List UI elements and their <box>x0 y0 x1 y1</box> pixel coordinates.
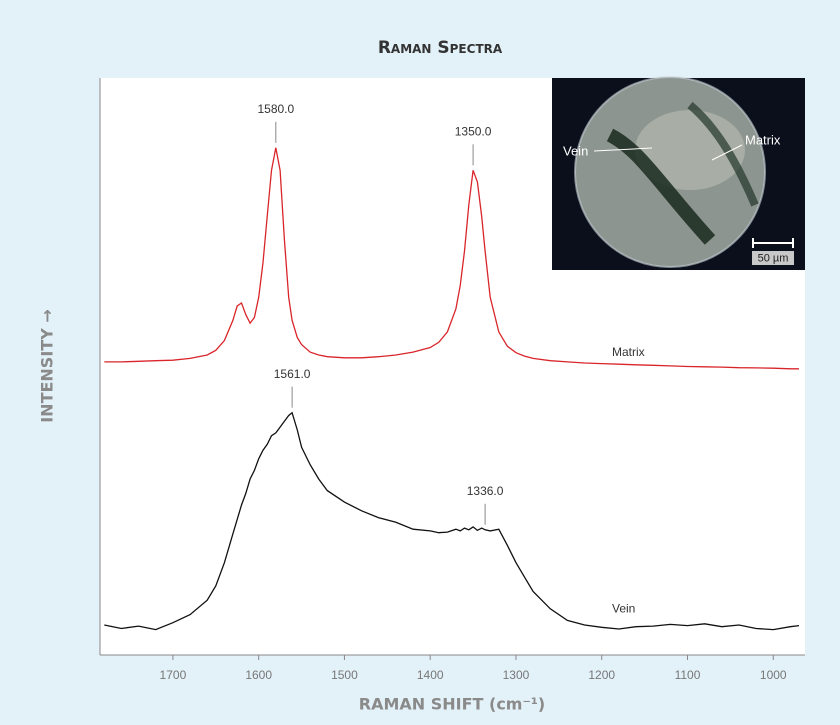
x-tick-label: 1600 <box>245 668 272 682</box>
series-label: Matrix <box>612 345 645 359</box>
chart: Raman Spectra RAMAN SHIFT (cm⁻¹) INTENSI… <box>0 0 840 725</box>
x-tick-label: 1100 <box>675 668 701 682</box>
y-axis-label: INTENSITY → <box>38 309 57 423</box>
inset-label: Matrix <box>745 132 781 147</box>
inset-photo: Vein Matrix 50 µm <box>552 77 805 270</box>
x-tick-label: 1200 <box>588 668 615 682</box>
series-label: Vein <box>612 602 635 616</box>
x-tick-label: 1700 <box>160 668 187 682</box>
inset-label: Vein <box>563 143 588 158</box>
chart-title: Raman Spectra <box>378 38 503 58</box>
x-axis-label: RAMAN SHIFT (cm⁻¹) <box>359 695 545 714</box>
x-tick-label: 1500 <box>331 668 358 682</box>
scale-label: 50 µm <box>758 252 789 264</box>
x-tick-label: 1000 <box>760 668 787 682</box>
annotation-label: 1336.0 <box>467 484 504 498</box>
annotation-label: 1350.0 <box>455 124 492 138</box>
x-tick-label: 1400 <box>417 668 444 682</box>
x-tick-label: 1300 <box>503 668 530 682</box>
annotation-label: 1580.0 <box>257 102 294 116</box>
annotation-label: 1561.0 <box>274 367 311 381</box>
